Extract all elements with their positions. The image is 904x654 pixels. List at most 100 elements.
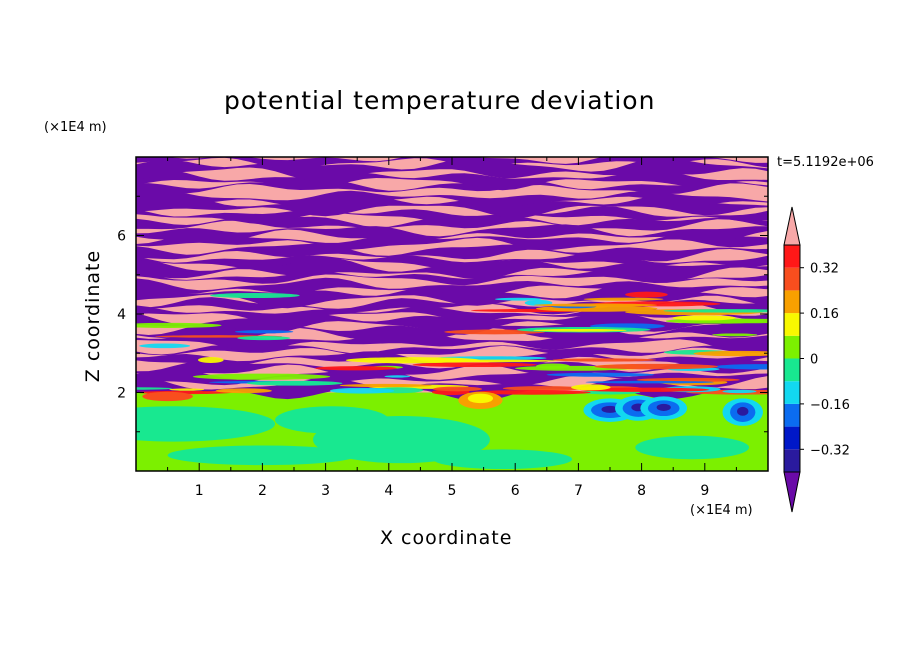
field-band <box>136 344 768 356</box>
field-streak <box>546 372 655 377</box>
colorbar-tick-label: −0.16 <box>810 398 850 413</box>
field-streak <box>339 383 432 388</box>
field-streak <box>583 297 664 301</box>
colorbar-segment <box>784 449 800 472</box>
field-streak <box>594 363 719 370</box>
field-blob <box>275 406 389 434</box>
y-tick-label: 2 <box>117 386 126 402</box>
colorbar-segment <box>784 267 800 291</box>
field-blob <box>167 445 358 466</box>
field-streak <box>672 315 736 321</box>
field-band <box>136 243 768 262</box>
colorbar-bottom-arrow <box>783 471 801 513</box>
colorbar: 0.32 0.16 0 −0.16 −0.32 <box>783 206 850 513</box>
colorbar-segment <box>784 245 800 268</box>
field-streak <box>215 388 272 394</box>
field-streak <box>139 343 191 349</box>
field-band <box>136 224 768 241</box>
field-streak <box>625 291 668 298</box>
x-tick-label: 8 <box>637 483 646 499</box>
field-band <box>136 367 768 388</box>
field-blob <box>635 435 750 460</box>
field-streak <box>502 386 585 391</box>
colorbar-segment <box>784 313 800 336</box>
field-streak <box>345 357 480 364</box>
x-tick-label: 4 <box>384 483 393 499</box>
field-streak <box>246 380 343 386</box>
field-cold-eddy-core <box>737 406 749 416</box>
field-streak <box>237 336 291 341</box>
field-cold-eddy-core <box>656 403 671 411</box>
y-axis: 2 4 6 <box>117 195 768 433</box>
field-streak <box>579 387 710 392</box>
field-streak <box>552 358 657 362</box>
y-tick-label: 6 <box>117 229 126 245</box>
field-warm-eddy-core <box>467 393 494 404</box>
field-blob <box>433 449 573 470</box>
colorbar-tick-label: 0.32 <box>810 262 839 277</box>
field-streak <box>585 380 714 384</box>
field-band <box>136 297 768 315</box>
colorbar-segment <box>784 335 800 359</box>
field-streak <box>712 333 758 337</box>
x-tick-label: 9 <box>700 483 709 499</box>
field-band <box>136 169 768 191</box>
x-tick-label: 6 <box>511 483 520 499</box>
field-streak <box>384 375 411 378</box>
field-band <box>136 284 768 309</box>
field-cold-eddy-core <box>601 405 619 413</box>
field-streak <box>571 384 611 391</box>
colorbar-segment <box>784 381 800 404</box>
colorbar-top-arrow <box>783 206 801 246</box>
field-band <box>136 257 768 282</box>
field-band <box>136 157 768 182</box>
field-band <box>136 193 768 219</box>
field-streak <box>136 387 173 390</box>
x-unit-label: (×1E4 m) <box>690 503 753 518</box>
field-warm-patch <box>142 391 193 402</box>
field-streak <box>713 364 768 370</box>
colorbar-segment <box>784 290 800 314</box>
field-streak <box>533 328 627 332</box>
colorbar-segment <box>784 403 800 427</box>
z-unit-label: (×1E4 m) <box>44 120 107 135</box>
field-streak <box>198 357 224 363</box>
x-axis: 1 2 3 4 5 6 7 8 9 <box>167 157 737 499</box>
field-streak <box>534 303 657 307</box>
chart-title: potential temperature deviation <box>224 86 656 115</box>
field-streak <box>663 309 768 313</box>
x-tick-label: 5 <box>448 483 457 499</box>
time-label: t=5.1192e+06 <box>777 155 874 170</box>
field-streak <box>444 329 546 335</box>
field-streak <box>494 297 542 301</box>
field-blob <box>136 406 276 442</box>
field-streak <box>210 292 300 299</box>
y-tick-label: 4 <box>117 307 126 323</box>
colorbar-segment <box>784 358 800 382</box>
x-axis-title: X coordinate <box>380 527 513 549</box>
contour-field <box>136 157 768 471</box>
field-streak <box>234 330 294 334</box>
y-axis-title: Z coordinate <box>82 249 104 383</box>
field-band <box>136 277 768 298</box>
field-band <box>136 205 768 225</box>
field-streak <box>473 390 591 395</box>
colorbar-segment <box>784 426 800 450</box>
field-band <box>136 360 768 377</box>
colorbar-tick-label: 0.16 <box>810 307 839 322</box>
field-streak <box>315 366 397 371</box>
x-tick-label: 2 <box>258 483 267 499</box>
x-tick-label: 1 <box>195 483 204 499</box>
field-streak <box>169 388 205 391</box>
field-streak <box>329 387 395 394</box>
field-streak <box>722 389 757 394</box>
x-tick-label: 3 <box>321 483 330 499</box>
colorbar-tick-label: −0.32 <box>810 443 850 458</box>
x-tick-label: 7 <box>574 483 583 499</box>
field-streak <box>693 350 768 357</box>
field-streak <box>192 373 331 380</box>
field-streak <box>136 322 222 328</box>
field-band <box>136 189 768 209</box>
colorbar-tick-label: 0 <box>810 353 818 368</box>
